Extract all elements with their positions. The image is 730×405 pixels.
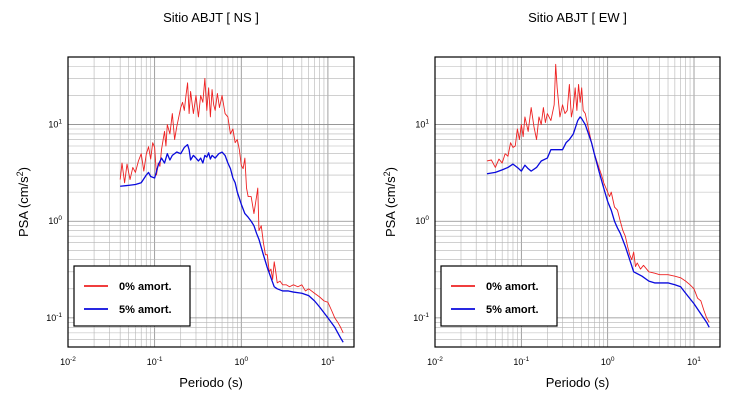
x-tick-label: 10-1: [513, 356, 529, 367]
y-tick-label: 10-1: [46, 312, 62, 323]
legend-box: [73, 265, 191, 327]
legend-label: 5% amort.: [119, 304, 172, 316]
legend-label: 5% amort.: [486, 304, 539, 316]
series-group: [119, 77, 344, 343]
y-axis-label-main: PSA (cm/s: [383, 176, 398, 237]
legend-box: [440, 265, 558, 327]
y-axis-label-end: ): [383, 167, 398, 171]
x-tick-label: 100: [234, 356, 248, 367]
x-tick-label: 10-1: [147, 356, 163, 367]
y-axis-label: PSA (cm/s2): [382, 167, 398, 237]
x-tick-label: 100: [601, 356, 615, 367]
legend-label: 0% amort.: [486, 281, 539, 293]
x-tick-label: 101: [321, 356, 335, 367]
x-tick-label: 10-2: [60, 356, 76, 367]
tick-labels: 10-2 10-1 100 101 10-1 100 101: [46, 119, 335, 367]
x-axis-label: Periodo (s): [179, 375, 243, 390]
y-axis-label-main: PSA (cm/s: [16, 176, 31, 237]
chart-title: Sitio ABJT [ NS ]: [163, 10, 259, 25]
x-axis-label: Periodo (s): [546, 375, 610, 390]
legend-label: 0% amort.: [119, 281, 172, 293]
chart-title: Sitio ABJT [ EW ]: [528, 10, 627, 25]
chart-ew: 10-2 10-1 100 101 10-1 100 101 Sitio ABJT [ EW…: [382, 10, 721, 390]
y-axis-label-end: ): [16, 167, 31, 171]
y-tick-label: 101: [48, 119, 62, 130]
series-line-undamped: [486, 63, 710, 323]
y-tick-label: 101: [415, 119, 429, 130]
legend: 0% amort. 5% amort.: [73, 265, 191, 327]
series-line-damped: [120, 143, 344, 343]
y-axis-label: PSA (cm/s2): [15, 167, 31, 237]
legend: 0% amort. 5% amort.: [440, 265, 558, 327]
x-tick-label: 101: [687, 356, 701, 367]
y-tick-label: 100: [48, 215, 62, 226]
chart-ns: 10-2 10-1 100 101 10-1 100 101 Sitio ABJT [ NS…: [15, 10, 355, 390]
series-group: [486, 63, 710, 328]
y-tick-label: 100: [415, 215, 429, 226]
series-line-damped: [486, 116, 710, 328]
y-axis-label-exponent: 2: [382, 171, 392, 176]
x-tick-label: 10-2: [427, 356, 443, 367]
plot-frame: [67, 56, 355, 348]
y-tick-label: 10-1: [413, 312, 429, 323]
plot-frame: [434, 56, 721, 348]
y-axis-label-exponent: 2: [15, 171, 25, 176]
tick-labels: 10-2 10-1 100 101 10-1 100 101: [413, 119, 701, 367]
